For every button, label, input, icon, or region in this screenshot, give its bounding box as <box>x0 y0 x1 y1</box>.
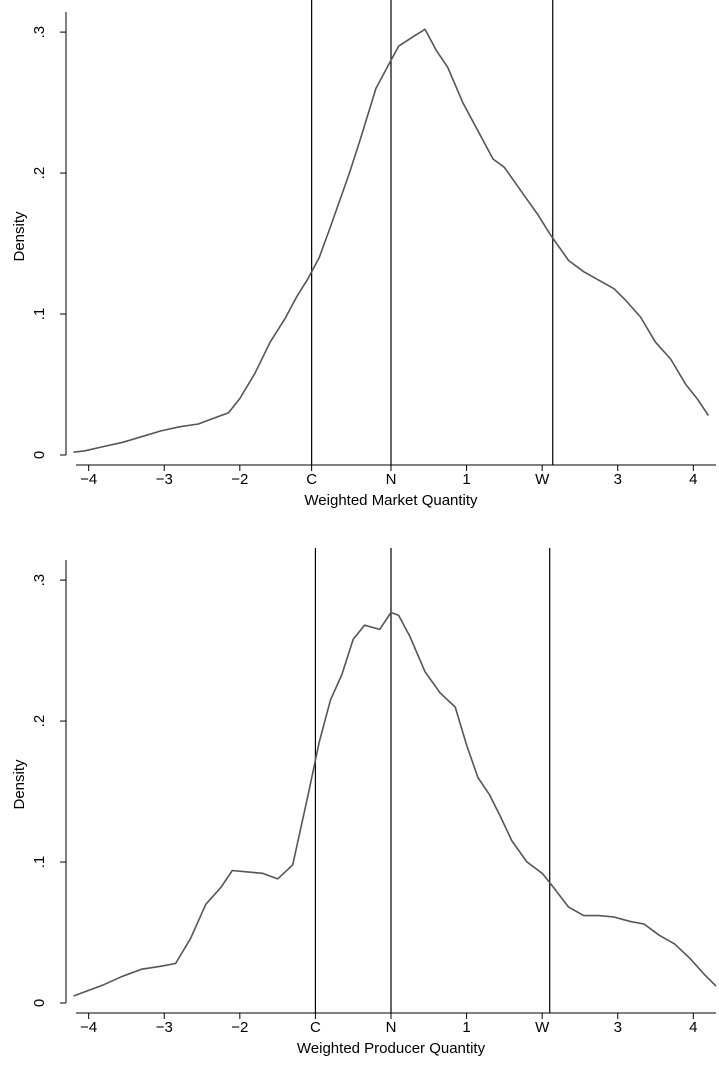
x-tick-label: 3 <box>614 1019 622 1036</box>
x-tick-label: C <box>306 471 317 488</box>
chart-panel-2: 0 .1 .2 .3 −4 −3 −2 C N 1 W 3 4 Weighted Producer Qua… <box>11 548 717 1057</box>
y-axis-title: Density <box>11 211 28 262</box>
x-axis-title: Weighted Market Quantity <box>304 492 478 509</box>
x-tick-label: −3 <box>156 471 173 488</box>
x-tick-label: 3 <box>614 471 622 488</box>
x-tick-label: 1 <box>462 1019 470 1036</box>
y-tick-label: .3 <box>31 574 48 587</box>
y-tick-label: .1 <box>31 856 48 869</box>
x-tick-label: −2 <box>231 471 248 488</box>
x-tick-label: −4 <box>80 1019 97 1036</box>
y-tick-label: 0 <box>31 451 48 459</box>
x-tick-label: N <box>386 1019 397 1036</box>
x-tick-label: 1 <box>462 471 470 488</box>
x-axis-title: Weighted Producer Quantity <box>297 1040 486 1057</box>
y-tick-label: .3 <box>31 26 48 39</box>
x-tick-label: W <box>535 471 550 488</box>
chart-panel-1: 0 .1 .2 .3 −4 −3 −2 C N 1 W 3 4 Weighted Market Quant… <box>11 0 716 509</box>
x-tick-label: −3 <box>156 1019 173 1036</box>
x-tick-label: N <box>386 471 397 488</box>
y-tick-label: .2 <box>31 167 48 180</box>
x-tick-label: −4 <box>80 471 97 488</box>
density-curve <box>73 28 710 453</box>
x-tick-label: W <box>535 1019 550 1036</box>
x-tick-label: −2 <box>231 1019 248 1036</box>
y-axis-title: Density <box>11 759 28 810</box>
density-curve <box>73 611 717 997</box>
y-tick-label: .2 <box>31 715 48 728</box>
y-tick-label: .1 <box>31 308 48 321</box>
x-tick-label: 4 <box>689 1019 697 1036</box>
y-tick-label: 0 <box>31 999 48 1007</box>
x-tick-label: 4 <box>689 471 697 488</box>
x-tick-label: C <box>310 1019 321 1036</box>
